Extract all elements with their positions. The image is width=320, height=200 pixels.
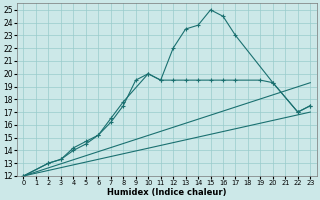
X-axis label: Humidex (Indice chaleur): Humidex (Indice chaleur): [107, 188, 227, 197]
